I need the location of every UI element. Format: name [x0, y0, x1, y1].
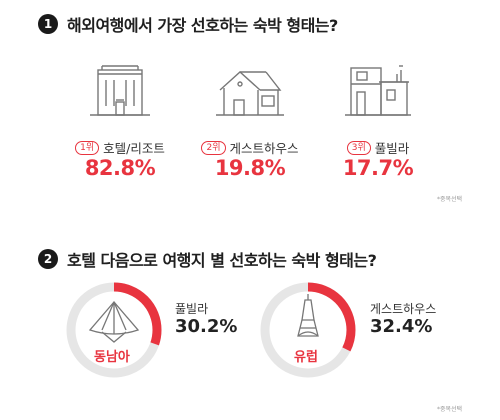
- region-1-percent: 30.2%: [175, 316, 238, 337]
- rank-2-label-row: 2위 게스트하우스: [190, 138, 310, 157]
- region-2-ring: [260, 282, 356, 378]
- region-2-category: 게스트하우스: [370, 302, 437, 316]
- rank-2-name: 게스트하우스: [229, 141, 299, 156]
- question-1-heading: 1 해외여행에서 가장 선호하는 숙박 형태는?: [38, 12, 338, 36]
- question-2-text: 호텔 다음으로 여행지 별 선호하는 숙박 형태는?: [67, 251, 377, 270]
- rank-2-badge: 2위: [201, 140, 226, 155]
- region-2-ring-arc: [260, 282, 356, 378]
- rank-3-badge: 3위: [346, 140, 371, 155]
- question-1-number: 1: [38, 14, 58, 34]
- rank-1-badge: 1위: [75, 140, 100, 155]
- rank-3-percent: 17.7%: [342, 156, 414, 180]
- region-2-donut: 유럽: [258, 280, 358, 384]
- rank-3-card: 3위 풀빌라 17.7%: [318, 60, 438, 190]
- rank-1-label-row: 1위 호텔/리조트: [60, 138, 180, 157]
- asian-hat-icon: [88, 301, 140, 343]
- rank-1-percent: 82.8%: [84, 156, 156, 180]
- rank-3-label-row: 3위 풀빌라: [318, 138, 438, 157]
- rank-2-percent: 19.8%: [214, 156, 286, 180]
- villa-icon: [345, 65, 411, 116]
- question-2-number: 2: [38, 249, 58, 269]
- region-1-donut: 동남아: [64, 280, 164, 384]
- region-1-name: 동남아: [94, 350, 130, 365]
- rank-1-card: 1위 호텔/리조트 82.8%: [60, 60, 180, 190]
- question-1-text: 해외여행에서 가장 선호하는 숙박 형태는?: [67, 16, 338, 35]
- hotel-building-icon: [90, 65, 150, 116]
- eiffel-tower-icon: [297, 294, 319, 337]
- region-1-ring: [66, 282, 162, 378]
- house-icon: [216, 71, 284, 116]
- region-2-name: 유럽: [294, 350, 318, 365]
- footnote-2: *중복선택: [437, 406, 463, 413]
- rank-2-card: 2위 게스트하우스 19.8%: [190, 60, 310, 190]
- rank-1-name: 호텔/리조트: [103, 141, 165, 156]
- rank-3-name: 풀빌라: [374, 141, 410, 156]
- footnote-1: *중복선택: [437, 196, 463, 203]
- question-2-heading: 2 호텔 다음으로 여행지 별 선호하는 숙박 형태는?: [38, 247, 377, 271]
- region-2-percent: 32.4%: [370, 316, 433, 337]
- region-1-category: 풀빌라: [175, 302, 209, 316]
- region-1-ring-arc: [66, 282, 162, 378]
